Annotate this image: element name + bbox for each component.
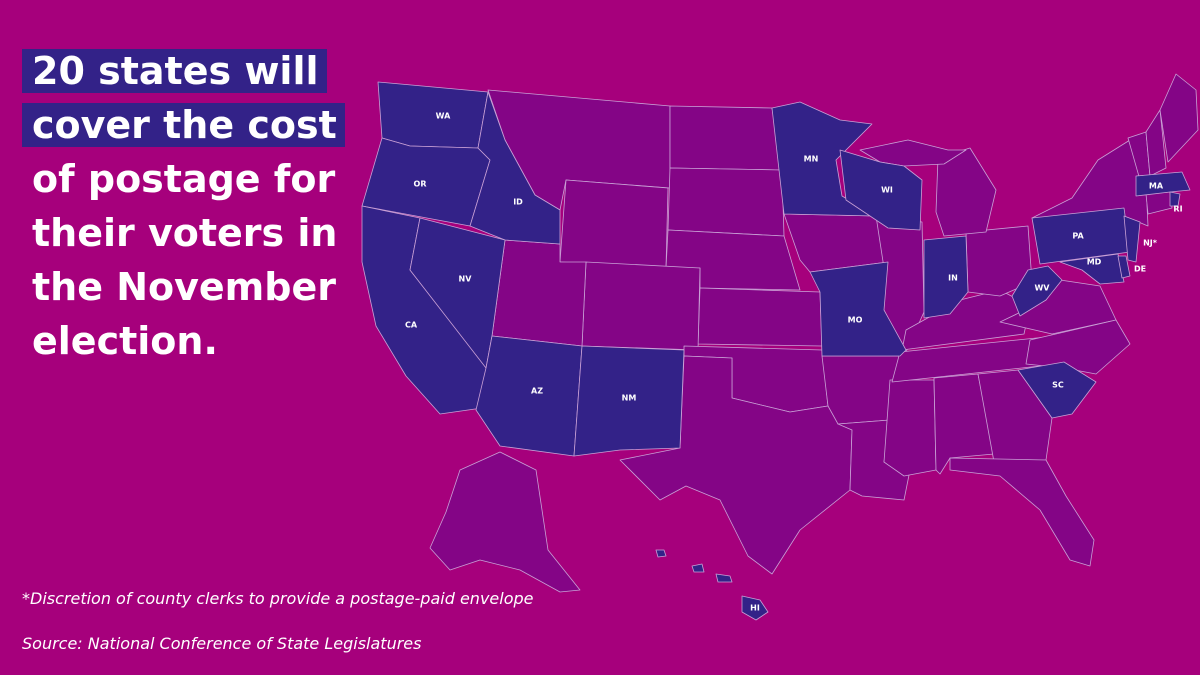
state-in xyxy=(923,235,969,319)
headline-line-5: the November xyxy=(32,265,336,309)
label-hi: HI xyxy=(750,604,760,613)
label-wi: WI xyxy=(881,186,893,195)
state-ct xyxy=(1145,191,1173,215)
state-wv xyxy=(1011,265,1063,317)
state-md xyxy=(1059,253,1125,285)
source-credit: Source: National Conference of State Leg… xyxy=(22,634,422,653)
label-ma: MA xyxy=(1149,182,1164,191)
headline-line-6: election. xyxy=(32,319,218,363)
state-nd xyxy=(669,105,783,171)
state-ri xyxy=(1169,191,1181,207)
state-hi-island-3 xyxy=(691,563,705,573)
state-hi xyxy=(741,595,769,621)
label-pa: PA xyxy=(1072,232,1084,241)
state-wy xyxy=(559,179,669,269)
label-sc: SC xyxy=(1052,381,1064,390)
state-sc xyxy=(1017,361,1097,419)
label-mo: MO xyxy=(848,316,863,325)
state-az xyxy=(475,335,583,457)
label-wa: WA xyxy=(436,112,451,121)
state-ma xyxy=(1135,171,1191,197)
state-co xyxy=(581,261,701,351)
state-mn xyxy=(771,101,877,217)
headline-line-1: 20 states will xyxy=(22,44,362,98)
state-fl xyxy=(949,457,1095,567)
label-nv: NV xyxy=(459,275,473,284)
state-me xyxy=(1159,73,1199,163)
state-ia xyxy=(783,213,889,273)
state-sd xyxy=(667,167,785,237)
headline-line-2: cover the cost xyxy=(22,98,362,152)
footnote: *Discretion of county clerks to provide … xyxy=(22,589,534,608)
state-hi-island-4 xyxy=(655,549,667,558)
state-nm xyxy=(573,345,685,457)
label-ri: RI xyxy=(1173,205,1182,214)
state-de xyxy=(1117,255,1131,279)
label-in: IN xyxy=(948,274,958,283)
state-ks xyxy=(697,287,823,347)
state-ga xyxy=(977,369,1053,463)
label-id: ID xyxy=(513,198,523,207)
state-hi-island-2 xyxy=(715,573,733,583)
headline-line-4: their voters in xyxy=(32,211,338,255)
state-tx xyxy=(619,355,853,575)
label-mn: MN xyxy=(804,155,819,164)
state-nh xyxy=(1145,109,1167,177)
label-de: DE xyxy=(1134,265,1146,274)
state-ak xyxy=(429,451,581,593)
state-wi xyxy=(839,149,923,231)
label-nm: NM xyxy=(622,394,637,403)
state-id xyxy=(469,91,561,245)
headline: 20 states will cover the cost of postage… xyxy=(22,44,362,368)
state-wa xyxy=(377,81,489,149)
headline-line-3: of postage for xyxy=(32,157,336,201)
label-wv: WV xyxy=(1034,284,1050,293)
state-ms xyxy=(883,379,937,477)
state-mo xyxy=(809,261,907,357)
state-mi xyxy=(935,147,997,237)
label-or: OR xyxy=(414,180,427,189)
label-nj: NJ* xyxy=(1143,239,1158,248)
label-ca: CA xyxy=(405,321,418,330)
label-md: MD xyxy=(1087,258,1102,267)
state-nc xyxy=(1025,319,1131,375)
label-az: AZ xyxy=(531,387,543,396)
state-nj xyxy=(1123,215,1141,263)
